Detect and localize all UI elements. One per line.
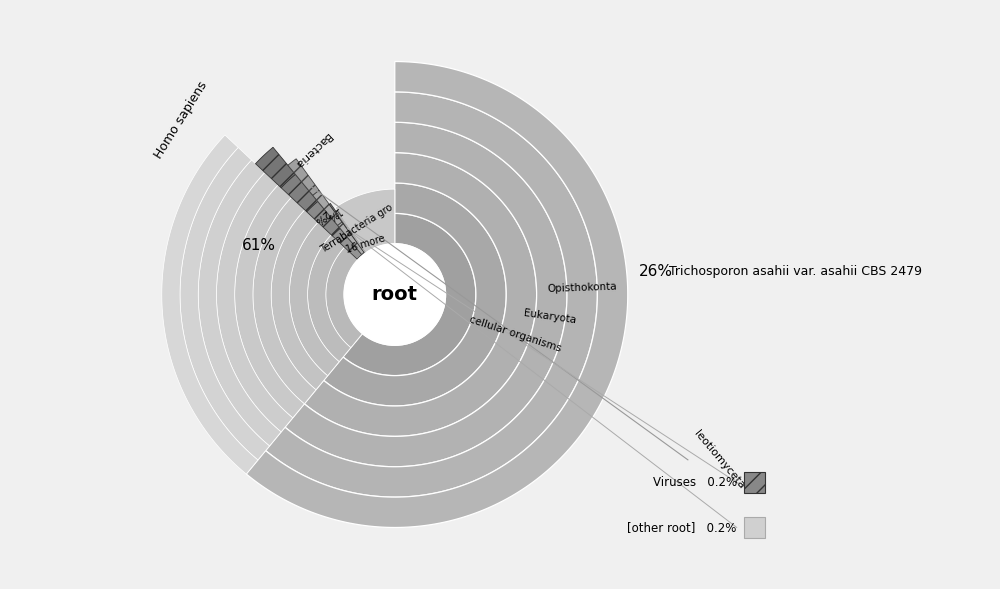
Polygon shape bbox=[313, 190, 342, 226]
Circle shape bbox=[344, 244, 446, 345]
Text: Trichosporon asahii var. asahii CBS 2479: Trichosporon asahii var. asahii CBS 2479 bbox=[669, 266, 922, 279]
Polygon shape bbox=[162, 135, 258, 474]
Polygon shape bbox=[271, 210, 328, 390]
Text: Opisthokonta: Opisthokonta bbox=[547, 282, 617, 294]
Text: root: root bbox=[372, 285, 418, 304]
Polygon shape bbox=[266, 92, 597, 497]
Text: leotiomyceta: leotiomyceta bbox=[692, 429, 746, 491]
Polygon shape bbox=[180, 147, 270, 460]
Polygon shape bbox=[216, 173, 293, 432]
Polygon shape bbox=[253, 197, 316, 404]
Polygon shape bbox=[256, 147, 295, 188]
Polygon shape bbox=[326, 247, 362, 348]
Polygon shape bbox=[335, 189, 395, 253]
Polygon shape bbox=[246, 61, 628, 528]
Text: Terrabacteria gro: Terrabacteria gro bbox=[319, 202, 395, 254]
Text: 16 more: 16 more bbox=[345, 234, 387, 256]
Polygon shape bbox=[307, 201, 340, 236]
Polygon shape bbox=[332, 229, 362, 260]
Polygon shape bbox=[198, 160, 281, 446]
Polygon shape bbox=[281, 174, 318, 211]
Polygon shape bbox=[285, 123, 567, 466]
Text: 26%: 26% bbox=[639, 264, 673, 279]
Polygon shape bbox=[235, 185, 304, 418]
Bar bbox=[744, 517, 765, 538]
Bar bbox=[744, 472, 765, 493]
Text: Eukaryota: Eukaryota bbox=[523, 307, 577, 325]
Polygon shape bbox=[338, 222, 365, 256]
Text: cellular organisms: cellular organisms bbox=[468, 314, 563, 353]
Polygon shape bbox=[329, 203, 365, 253]
Polygon shape bbox=[343, 213, 476, 376]
Text: Homo sapiens: Homo sapiens bbox=[152, 79, 210, 161]
Text: 2%: 2% bbox=[312, 207, 331, 226]
Text: 1%: 1% bbox=[324, 206, 342, 223]
Polygon shape bbox=[288, 159, 319, 196]
Text: 61%: 61% bbox=[242, 237, 276, 253]
Text: [other root]   0.2%: [other root] 0.2% bbox=[627, 521, 737, 534]
Polygon shape bbox=[289, 222, 339, 376]
Text: Bacteria: Bacteria bbox=[292, 130, 333, 170]
Polygon shape bbox=[308, 235, 351, 362]
Text: Viruses   0.2%: Viruses 0.2% bbox=[653, 476, 737, 489]
Polygon shape bbox=[304, 153, 537, 436]
Polygon shape bbox=[324, 183, 506, 406]
Polygon shape bbox=[339, 215, 366, 253]
